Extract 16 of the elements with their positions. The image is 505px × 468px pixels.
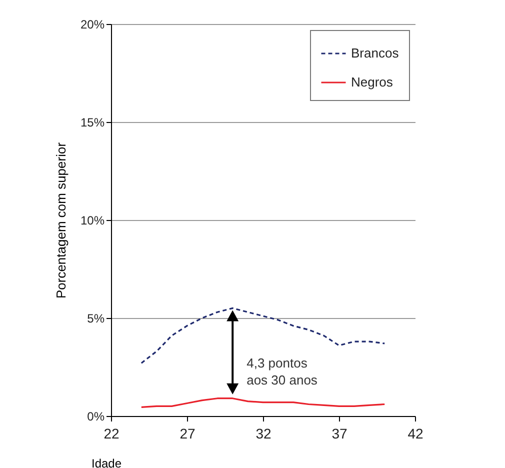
x-tick-label: 42 (408, 426, 424, 442)
x-tick-label: 37 (332, 426, 348, 442)
legend-label: Negros (351, 74, 394, 90)
y-axis-title: Porcentagem com superior (53, 142, 68, 299)
legend-label: Brancos (351, 46, 400, 60)
annotation: 4,3 pontos aos 30 anos (246, 355, 318, 388)
x-tick-label: 27 (180, 426, 196, 442)
y-tick-label: 15% (80, 116, 105, 130)
line-series (140, 398, 386, 408)
x-tick-label: 32 (256, 426, 272, 442)
y-tick-label: 0% (87, 410, 105, 424)
y-tick-label: 20% (80, 18, 105, 32)
y-tick-label: 10% (80, 214, 105, 228)
x-tick-label: 22 (104, 426, 120, 442)
x-axis-title: Idade (92, 456, 122, 468)
y-tick-label: 5% (87, 312, 105, 326)
